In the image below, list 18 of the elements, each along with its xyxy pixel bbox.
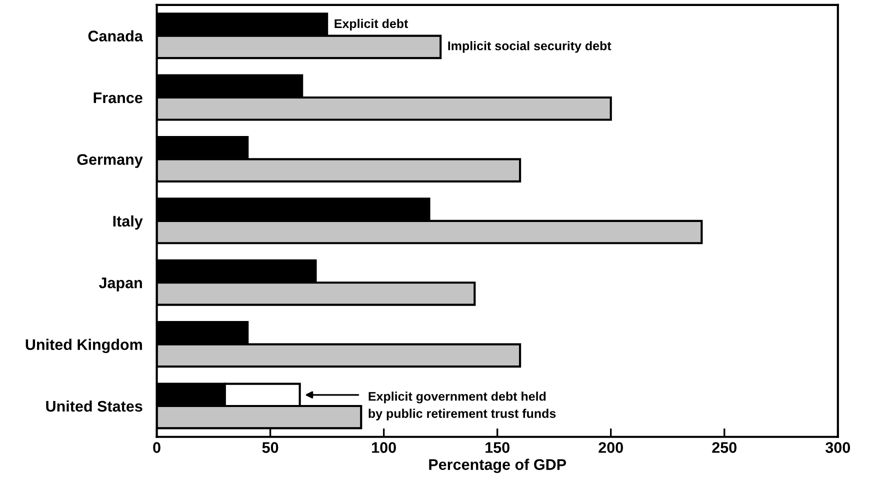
x-tick-label: 300 bbox=[826, 442, 850, 453]
x-tick-label: 200 bbox=[598, 442, 623, 453]
x-tick-label: 50 bbox=[262, 442, 278, 453]
x-tick-label: 0 bbox=[153, 442, 160, 453]
x-axis-title: Percentage of GDP bbox=[429, 458, 566, 474]
y-tick-label: Italy bbox=[113, 215, 143, 230]
y-tick-label: Canada bbox=[88, 30, 143, 42]
x-tick-label: 100 bbox=[372, 442, 396, 453]
series-label: Implicit social security debt bbox=[448, 41, 612, 53]
series-label: Explicit debt bbox=[334, 18, 408, 31]
y-tick-label: United Kingdom bbox=[26, 338, 142, 354]
x-tick-label: 150 bbox=[486, 442, 510, 453]
y-tick-label: United States bbox=[46, 400, 142, 412]
y-tick-label: Japan bbox=[98, 278, 142, 292]
y-tick-label: Germany bbox=[77, 154, 143, 168]
x-tick-label: 250 bbox=[712, 442, 736, 453]
y-tick-label: France bbox=[94, 92, 142, 104]
legend-label: Explicit government debt held by public retirement trust funds bbox=[368, 392, 556, 420]
